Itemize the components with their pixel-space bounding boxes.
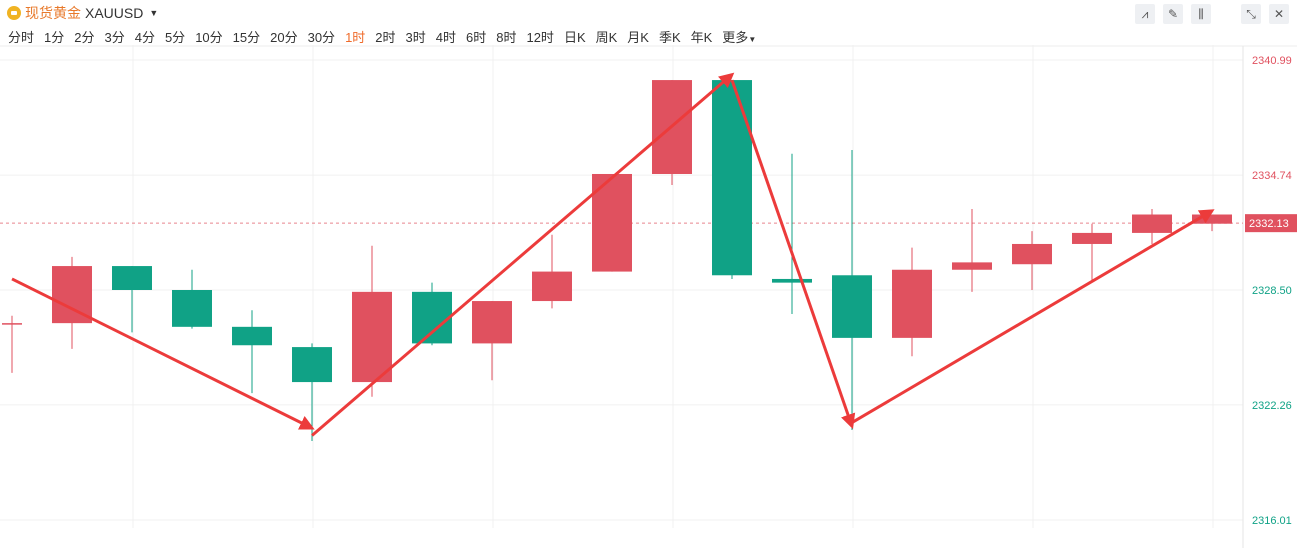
candle-body-12: [712, 80, 752, 276]
gold-coin-icon: [7, 6, 21, 20]
trend-arrow-3: [851, 209, 1215, 424]
candle-body-7: [412, 291, 452, 344]
period-more[interactable]: 更多▼: [722, 30, 757, 45]
pen-icon[interactable]: ✎: [1163, 4, 1183, 24]
candle-body-15: [892, 269, 932, 338]
period-19[interactable]: 月K: [627, 30, 649, 45]
period-selector: 分时 1分 2分 3分 4分 5分 10分 15分 20分 30分 1时 2时 3时 4时 6时 8时 12时日…: [8, 27, 776, 46]
candle-body-14: [832, 275, 872, 338]
period-8[interactable]: 20分: [270, 30, 298, 45]
y-tick-label-1: 2334.74: [1252, 170, 1292, 182]
y-tick-label-2: 2328.50: [1252, 285, 1292, 297]
trend-arrow-1: [311, 72, 735, 437]
current-price-label: 2332.13: [1249, 218, 1289, 230]
candle-body-17: [1012, 243, 1052, 265]
period-3[interactable]: 3分: [104, 30, 125, 45]
period-21[interactable]: 年K: [690, 30, 713, 45]
toolbar: ⩘ ✎ ⫼ ⤡ ✕: [1135, 4, 1289, 24]
period-7[interactable]: 15分: [232, 30, 261, 45]
y-tick-label-0: 2340.99: [1252, 55, 1292, 67]
period-4[interactable]: 4分: [134, 30, 155, 45]
candle-body-3: [172, 290, 212, 327]
period-17[interactable]: 日K: [563, 30, 586, 45]
candle-body-18: [1072, 232, 1112, 244]
chart-header: 现货黄金 XAUUSD ▼ ⩘ ✎ ⫼ ⤡ ✕: [0, 0, 1297, 24]
period-2[interactable]: 2分: [74, 30, 95, 45]
period-0[interactable]: 分时: [8, 30, 35, 45]
y-tick-label-3: 2322.26: [1252, 400, 1292, 412]
candle-settings-icon[interactable]: ⫼: [1191, 4, 1211, 24]
candle-body-9: [532, 271, 572, 302]
close-icon[interactable]: ✕: [1269, 4, 1289, 24]
candle-body-5: [292, 347, 332, 383]
candle-body-8: [472, 301, 512, 344]
collapse-icon[interactable]: ⤡: [1241, 4, 1261, 24]
period-14[interactable]: 6时: [466, 30, 487, 45]
candle-body-19: [1132, 214, 1172, 233]
period-5[interactable]: 5分: [164, 30, 186, 45]
period-11[interactable]: 2时: [375, 30, 396, 45]
period-13[interactable]: 4时: [435, 30, 456, 45]
candle-body-4: [232, 326, 272, 346]
candle-body-6: [352, 291, 392, 383]
period-15[interactable]: 8时: [496, 30, 517, 45]
period-10[interactable]: 1时: [345, 30, 366, 45]
candle-body-0: [2, 323, 22, 325]
period-20[interactable]: 季K: [658, 30, 681, 45]
current-price-tag: [1245, 214, 1297, 233]
line-tool-icon[interactable]: ⩘: [1135, 4, 1155, 24]
caret-down-icon: ▼: [149, 8, 159, 18]
period-12[interactable]: 3时: [405, 30, 426, 45]
period-1[interactable]: 1分: [44, 30, 65, 45]
period-6[interactable]: 10分: [195, 30, 223, 45]
more-caret-icon: ▼: [748, 35, 757, 44]
candle-body-16: [952, 262, 992, 270]
period-9[interactable]: 30分: [307, 30, 336, 45]
candle-body-2: [112, 266, 152, 290]
symbol-code: XAUUSD: [85, 5, 144, 21]
trend-arrow-0: [11, 277, 315, 430]
symbol-selector[interactable]: 现货黄金 XAUUSD ▼: [7, 3, 158, 23]
y-tick-label-4: 2316.01: [1252, 515, 1292, 527]
symbol-name: 现货黄金: [25, 5, 81, 21]
candle-body-13: [772, 278, 812, 283]
period-18[interactable]: 周K: [595, 30, 618, 45]
trend-arrow-2: [730, 79, 856, 430]
candle-body-1: [52, 266, 92, 324]
period-16[interactable]: 12时: [526, 30, 554, 45]
